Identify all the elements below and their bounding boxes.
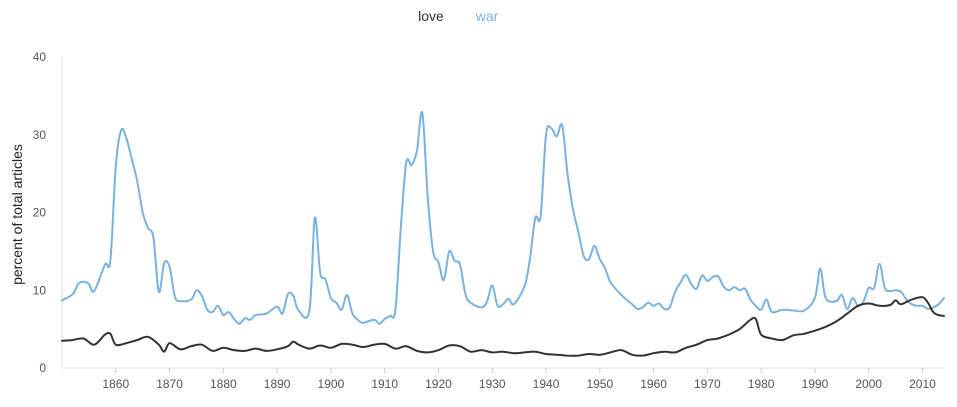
y-axis-title: percent of total articles xyxy=(9,144,25,285)
y-tick-label: 10 xyxy=(33,283,47,297)
x-tick-label: 2000 xyxy=(855,377,882,391)
x-axis: 1860 1870 1880 1890 1900 1910 1920 1930 1940 1950… xyxy=(62,367,944,391)
y-tick-label: 20 xyxy=(33,206,47,220)
y-tick-label: 0 xyxy=(39,361,46,375)
x-tick-label: 1860 xyxy=(102,377,129,391)
x-tick-label: 1900 xyxy=(318,377,345,391)
x-tick-label: 1980 xyxy=(748,377,775,391)
x-tick-label: 1910 xyxy=(371,377,398,391)
x-tick-label: 2010 xyxy=(909,377,936,391)
x-tick-label: 1870 xyxy=(156,377,183,391)
x-tick-label: 1880 xyxy=(210,377,237,391)
legend: love war xyxy=(418,8,498,24)
x-tick-label: 1940 xyxy=(533,377,560,391)
x-tick-label: 1920 xyxy=(425,377,452,391)
x-tick-label: 1990 xyxy=(802,377,829,391)
x-tick-label: 1960 xyxy=(640,377,667,391)
y-axis: 0 10 20 30 40 percent of total articles xyxy=(9,50,63,375)
series-layer xyxy=(61,111,945,357)
x-tick-label: 1950 xyxy=(586,377,613,391)
legend-item-love[interactable]: love xyxy=(418,8,444,24)
x-tick-label: 1890 xyxy=(264,377,291,391)
legend-item-war[interactable]: war xyxy=(475,8,499,24)
y-tick-label: 30 xyxy=(33,128,47,142)
x-tick-label: 1970 xyxy=(694,377,721,391)
series-line-love xyxy=(61,296,945,357)
y-tick-label: 40 xyxy=(33,50,47,64)
series-line-war xyxy=(61,111,945,325)
x-tick-label: 1930 xyxy=(479,377,506,391)
